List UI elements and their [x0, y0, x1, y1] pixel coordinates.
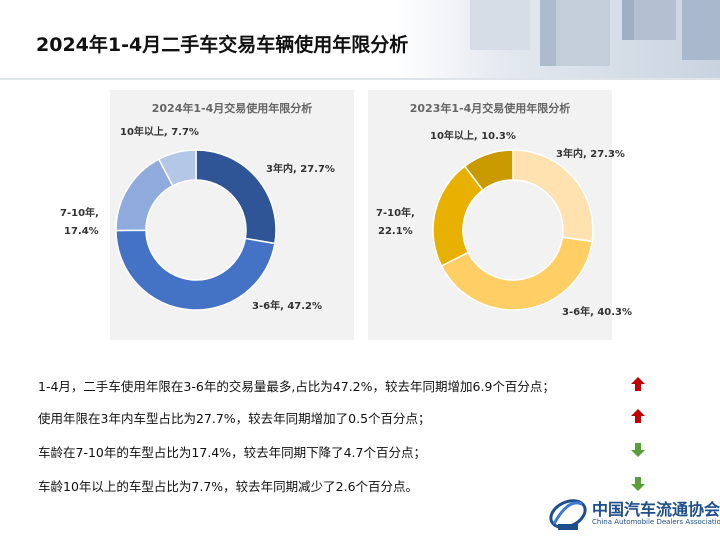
donut-slice-1 [512, 149, 594, 243]
donut-chart-2023 [432, 149, 594, 311]
down-arrow-icon [631, 443, 645, 457]
chart-panel-2023: 2023年1-4月交易使用年限分析 3年内, 27.3% 3-6年, 40.3%… [368, 90, 632, 340]
up-arrow-icon [631, 377, 645, 391]
finding-item: 车龄10年以上的车型占比为7.7%，较去年同期减少了2.6个百分点。 [38, 474, 658, 496]
logo-name-cn: 中国汽车流通协会 [592, 500, 720, 519]
finding-item: 车龄在7-10年的车型占比为17.4%，较去年同期下降了4.7个百分点； [38, 440, 658, 462]
slice-label: 22.1% [378, 226, 413, 237]
logo-emblem-icon [549, 499, 587, 530]
association-logo: 中国汽车流通协会 China Automobile Dealers Associ… [548, 494, 720, 536]
up-arrow-icon [631, 409, 645, 423]
slice-label: 7-10年, [60, 208, 99, 219]
donut-slice-2 [115, 229, 276, 311]
chart-panel-2024: 2024年1-4月交易使用年限分析 3年内, 27.7% 3-6年, 47.2%… [60, 90, 354, 340]
slice-label: 7-10年, [376, 208, 415, 219]
chart-title: 2024年1-4月交易使用年限分析 [151, 102, 313, 115]
donut-slice-2 [440, 236, 594, 311]
page-title: 2024年1-4月二手车交易车辆使用年限分析 [36, 34, 409, 56]
finding-text: 1-4月，二手车使用年限在3-6年的交易量最多,占比为47.2%，较去年同期增加… [38, 379, 555, 394]
slice-label: 10年以上, 10.3% [430, 131, 516, 142]
header-divider [0, 78, 720, 80]
finding-text: 使用年限在3年内车型占比为27.7%，较去年同期增加了0.5个百分点； [38, 411, 431, 426]
finding-item: 1-4月，二手车使用年限在3-6年的交易量最多,占比为47.2%，较去年同期增加… [38, 374, 658, 396]
slice-label: 3年内, 27.3% [556, 149, 625, 160]
slice-label: 3年内, 27.7% [266, 164, 335, 175]
chart-title: 2023年1-4月交易使用年限分析 [409, 102, 571, 115]
finding-item: 使用年限在3年内车型占比为27.7%，较去年同期增加了0.5个百分点； [38, 406, 658, 428]
donut-slice-4 [463, 149, 514, 192]
donut-chart-2024 [115, 149, 277, 311]
logo-name-en: China Automobile Dealers Association [592, 518, 720, 526]
slice-label: 17.4% [64, 226, 99, 237]
finding-text: 车龄10年以上的车型占比为7.7%，较去年同期减少了2.6个百分点。 [38, 479, 419, 494]
slice-label: 10年以上, 7.7% [120, 127, 199, 138]
decorative-cubes [470, 0, 720, 66]
donut-slice-4 [157, 149, 197, 187]
finding-text: 车龄在7-10年的车型占比为17.4%，较去年同期下降了4.7个百分点； [38, 445, 426, 460]
header-banner [0, 0, 720, 78]
slice-label: 3-6年, 47.2% [252, 301, 323, 312]
down-arrow-icon [631, 477, 645, 491]
slice-label: 3-6年, 40.3% [562, 307, 633, 318]
donut-slice-1 [195, 149, 277, 245]
